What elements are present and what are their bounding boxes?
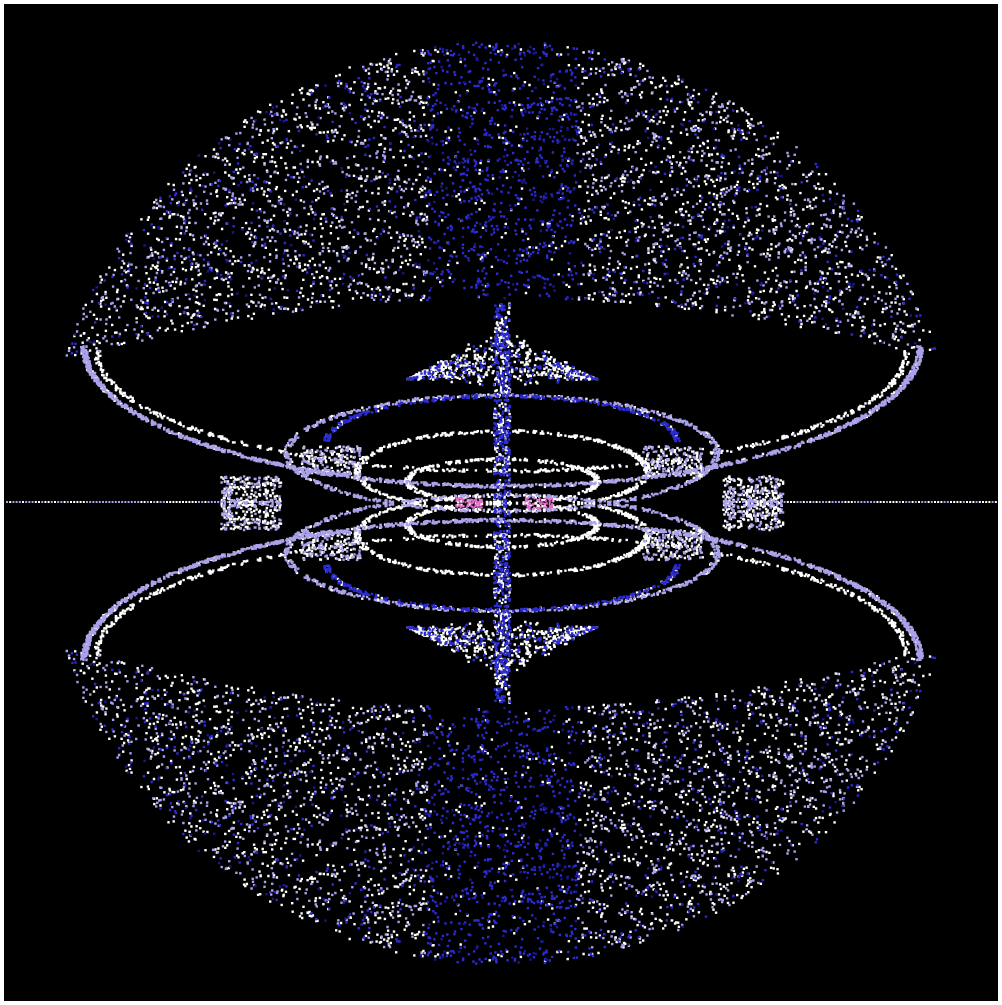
point-cloud <box>455 497 554 509</box>
